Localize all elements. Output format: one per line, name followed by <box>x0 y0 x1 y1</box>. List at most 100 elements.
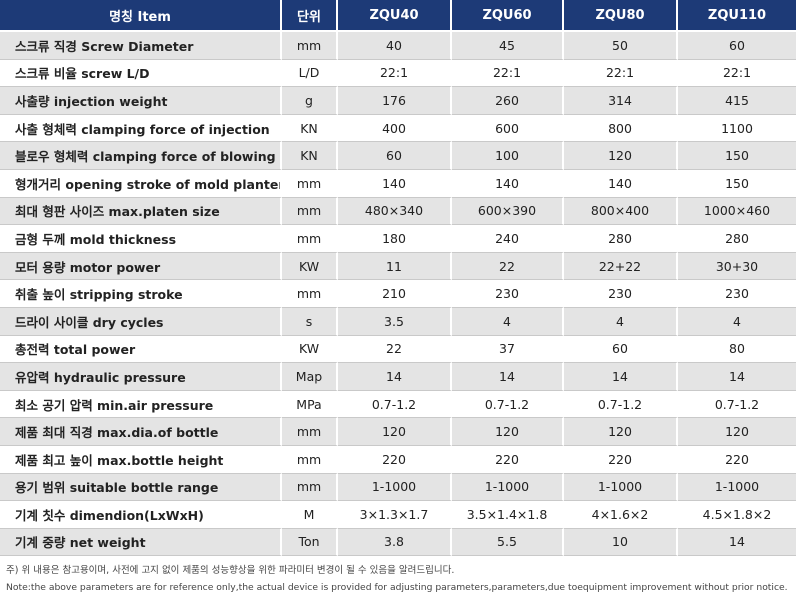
value-cell: 415 <box>678 87 796 115</box>
value-cell: 480×340 <box>338 197 452 226</box>
value-cell: 120 <box>338 418 452 446</box>
value-cell: 140 <box>452 169 564 198</box>
table-row: 사출량 injection weight g 176 260 314 415 <box>0 87 796 115</box>
unit-cell: mm <box>282 197 338 226</box>
value-cell: 30+30 <box>678 252 796 281</box>
value-cell: 4 <box>452 307 564 336</box>
table-body: 스크류 직경 Screw Diameter mm 40 45 50 60 스크류 비율 sc… <box>0 32 796 557</box>
unit-cell: mm <box>282 280 338 308</box>
unit-cell: mm <box>282 473 338 502</box>
value-cell: 176 <box>338 87 452 115</box>
unit-cell: s <box>282 307 338 336</box>
footnotes: 주) 위 내용은 참고용이며, 사전에 고지 없이 제품의 성능향상을 위한 파… <box>0 562 796 596</box>
unit-cell: KW <box>282 335 338 364</box>
value-cell: 4 <box>678 307 796 336</box>
table-row: 취출 높이 stripping stroke mm 210 230 230 230 <box>0 280 796 308</box>
value-cell: 1000×460 <box>678 197 796 226</box>
unit-cell: MPa <box>282 390 338 419</box>
unit-cell: mm <box>282 445 338 474</box>
value-cell: 1-1000 <box>678 473 796 502</box>
value-cell: 120 <box>452 418 564 446</box>
value-cell: 314 <box>564 87 678 115</box>
value-cell: 10 <box>564 528 678 557</box>
header-unit: 단위 <box>282 0 338 32</box>
table-row: 총전력 total power KW 22 37 60 80 <box>0 335 796 364</box>
value-cell: 14 <box>678 363 796 391</box>
value-cell: 1-1000 <box>452 473 564 502</box>
value-cell: 230 <box>678 280 796 308</box>
unit-cell: mm <box>282 225 338 253</box>
value-cell: 0.7-1.2 <box>564 390 678 419</box>
value-cell: 60 <box>338 142 452 170</box>
value-cell: 4.5×1.8×2 <box>678 501 796 529</box>
value-cell: 180 <box>338 225 452 253</box>
value-cell: 800×400 <box>564 197 678 226</box>
value-cell: 37 <box>452 335 564 364</box>
unit-cell: g <box>282 87 338 115</box>
value-cell: 600 <box>452 114 564 143</box>
value-cell: 22+22 <box>564 252 678 281</box>
value-cell: 50 <box>564 32 678 60</box>
value-cell: 0.7-1.2 <box>452 390 564 419</box>
value-cell: 3.5 <box>338 307 452 336</box>
note-english: Note:the above parameters are for refere… <box>6 582 788 594</box>
value-cell: 400 <box>338 114 452 143</box>
item-name-cell: 블로우 형체력 clamping force of blowing <box>0 142 282 170</box>
value-cell: 14 <box>452 363 564 391</box>
value-cell: 230 <box>452 280 564 308</box>
value-cell: 100 <box>452 142 564 170</box>
value-cell: 3.5×1.4×1.8 <box>452 501 564 529</box>
value-cell: 0.7-1.2 <box>678 390 796 419</box>
table-row: 사출 형체력 clamping force of injection KN 400 6… <box>0 114 796 143</box>
item-name-cell: 스크류 직경 Screw Diameter <box>0 32 282 60</box>
table-row: 모터 용량 motor power KW 11 22 22+22 30+30 <box>0 252 796 281</box>
table-row: 제품 최대 직경 max.dia.of bottle mm 120 120 120 120 <box>0 418 796 446</box>
item-name-cell: 사출 형체력 clamping force of injection <box>0 114 282 143</box>
value-cell: 5.5 <box>452 528 564 557</box>
table-row: 블로우 형체력 clamping force of blowing KN 60 100… <box>0 142 796 170</box>
note-korean: 주) 위 내용은 참고용이며, 사전에 고지 없이 제품의 성능향상을 위한 파… <box>6 565 455 577</box>
value-cell: 280 <box>678 225 796 253</box>
value-cell: 14 <box>564 363 678 391</box>
value-cell: 600×390 <box>452 197 564 226</box>
value-cell: 11 <box>338 252 452 281</box>
header-model-2: ZQU60 <box>452 0 564 32</box>
value-cell: 3×1.3×1.7 <box>338 501 452 529</box>
value-cell: 1100 <box>678 114 796 143</box>
value-cell: 22:1 <box>338 59 452 88</box>
spec-table: 명칭 Item 단위 ZQU40 ZQU60 ZQU80 ZQU110 스크류 직경 Sc… <box>0 0 796 557</box>
item-name-cell: 최대 형판 사이즈 max.platen size <box>0 197 282 226</box>
table-header-row: 명칭 Item 단위 ZQU40 ZQU60 ZQU80 ZQU110 <box>0 0 796 32</box>
item-name-cell: 최소 공기 압력 min.air pressure <box>0 390 282 419</box>
item-name-cell: 용기 범위 suitable bottle range <box>0 473 282 502</box>
value-cell: 45 <box>452 32 564 60</box>
table-row: 스크류 직경 Screw Diameter mm 40 45 50 60 <box>0 32 796 60</box>
table-row: 최대 형판 사이즈 max.platen size mm 480×340 600×39… <box>0 197 796 226</box>
value-cell: 14 <box>678 528 796 557</box>
item-name-cell: 모터 용량 motor power <box>0 252 282 281</box>
item-name-cell: 제품 최고 높이 max.bottle height <box>0 445 282 474</box>
value-cell: 22:1 <box>452 59 564 88</box>
value-cell: 0.7-1.2 <box>338 390 452 419</box>
unit-cell: KW <box>282 252 338 281</box>
unit-cell: mm <box>282 169 338 198</box>
table-row: 형개거리 opening stroke of mold planten mm 140… <box>0 169 796 198</box>
value-cell: 280 <box>564 225 678 253</box>
value-cell: 60 <box>564 335 678 364</box>
table-row: 기계 칫수 dimendion(LxWxH) M 3×1.3×1.7 3.5×1.4×… <box>0 501 796 529</box>
item-name-cell: 기계 칫수 dimendion(LxWxH) <box>0 501 282 529</box>
item-name-cell: 유압력 hydraulic pressure <box>0 363 282 391</box>
unit-cell: Map <box>282 363 338 391</box>
value-cell: 220 <box>678 445 796 474</box>
value-cell: 800 <box>564 114 678 143</box>
value-cell: 80 <box>678 335 796 364</box>
value-cell: 120 <box>678 418 796 446</box>
item-name-cell: 스크류 비율 screw L/D <box>0 59 282 88</box>
value-cell: 260 <box>452 87 564 115</box>
value-cell: 220 <box>338 445 452 474</box>
value-cell: 60 <box>678 32 796 60</box>
value-cell: 140 <box>564 169 678 198</box>
unit-cell: mm <box>282 418 338 446</box>
value-cell: 150 <box>678 169 796 198</box>
item-name-cell: 금형 두께 mold thickness <box>0 225 282 253</box>
